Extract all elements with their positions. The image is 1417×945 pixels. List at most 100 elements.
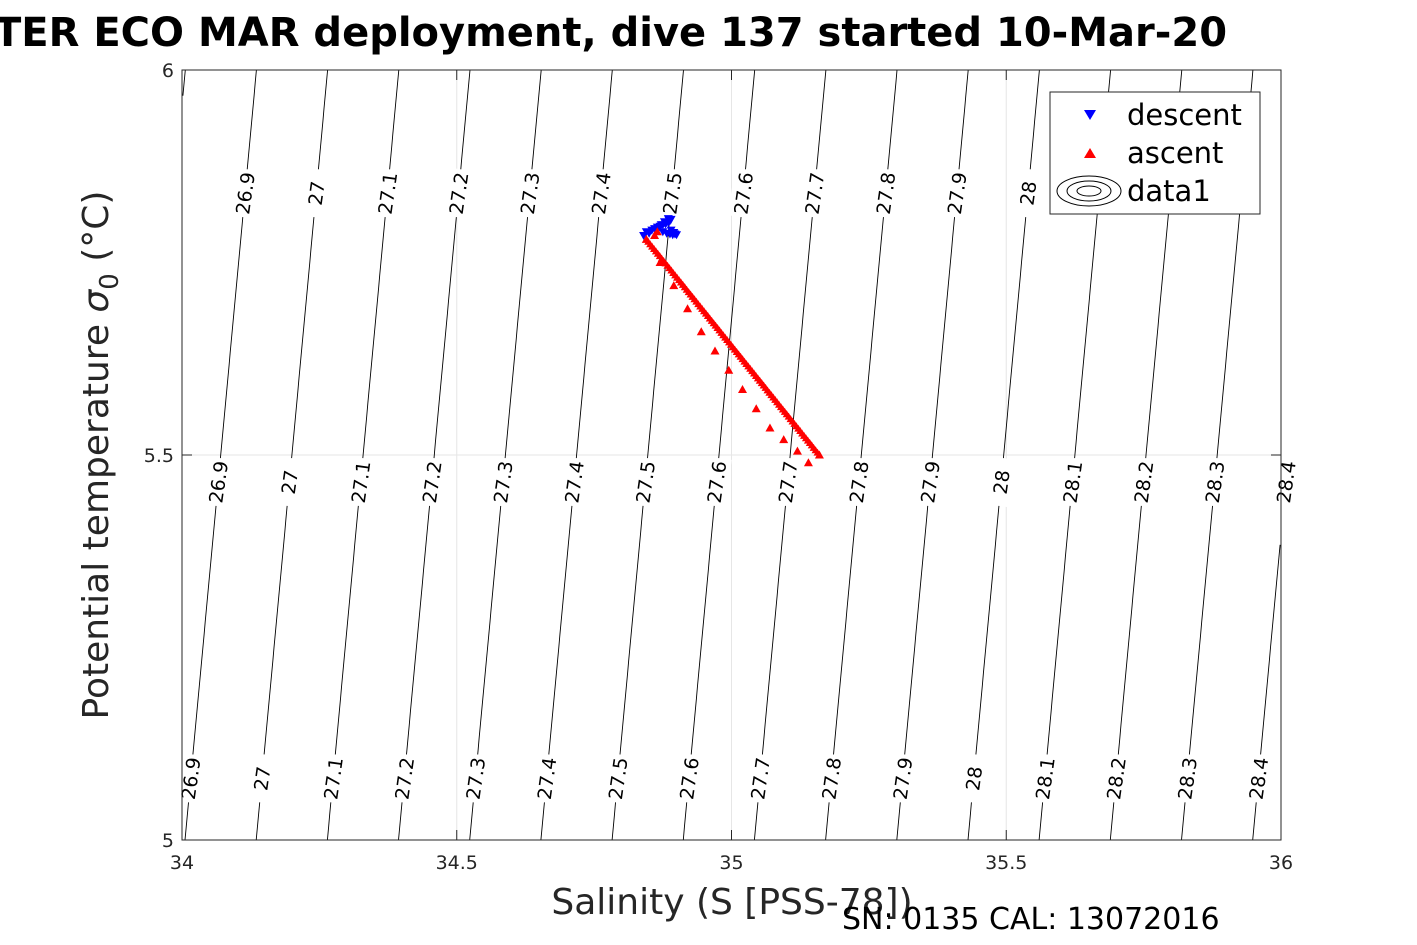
ascent-point [710,346,720,355]
contour-label-bg [246,752,278,804]
x-axis-label: Salinity (S [PSS-78]) [551,882,912,923]
ascent-point [737,385,747,394]
ascent-point [814,450,824,459]
contour-label-bg [985,456,1017,508]
contour-label-middle: 27.5 [630,456,661,508]
axis-ticks: 34 34.5 35 35.5 36 5 5.5 6 [144,60,1293,874]
contour-label-upper: 27.4 [585,167,617,219]
legend: descent ascent data1 [1049,91,1261,215]
contour-label-lower: 28 [958,752,989,804]
contour-label-bg [772,456,803,508]
contour-label-bg [887,752,918,804]
contour-label-bg [487,456,519,508]
contour-label-bg [317,752,349,804]
y-axis-label-subscript: 0 [95,273,125,290]
contour-label-bg [372,167,403,219]
contour-label-bg [229,167,261,219]
contour-label-bg [531,752,562,804]
contour-label-bg [1270,456,1302,508]
contour-label-text: 27 [250,765,275,792]
legend-label-ascent: ascent [1127,136,1223,170]
ascent-point [655,258,665,266]
legend-label-descent: descent [1127,98,1242,132]
contour-label-bg [914,456,946,508]
legend-marker-ascent [1084,148,1096,158]
series-descent [639,215,682,241]
contour-label-bg [389,752,420,804]
contour-label-middle: 28.1 [1057,456,1088,508]
contour-label-bg [1199,456,1230,508]
x-tick-label: 35 [719,852,743,874]
x-tick-label: 34 [170,852,194,874]
contour-label-bg [202,456,234,508]
contour-label-bg [274,456,305,508]
legend-marker-descent [1084,110,1096,120]
contour-label-bg [744,752,776,804]
contour-label-bg [175,752,206,804]
contour-label-bg [870,167,901,219]
contour-label-bg [1100,752,1132,804]
contour-label-lower: 27.2 [389,752,420,804]
legend-label-data1: data1 [1127,174,1211,208]
contour-label-bg [585,167,617,219]
y-axis-label-unit: (°C) [76,191,117,274]
chart-title: TER ECO MAR deployment, dive 137 started… [0,10,1227,56]
contour-label-middle: 27.3 [487,456,519,508]
isopycnal-26.8 [182,69,186,96]
ascent-point [641,234,651,243]
contour-label-bg [1057,456,1088,508]
contour-label-bg [514,167,545,219]
contour-label-middle: 27 [274,456,305,508]
contour-label-upper: 27 [300,167,332,219]
contour-label-text: 27 [305,180,330,207]
ascent-point [779,435,789,444]
descent-point [666,226,676,235]
contour-label-bg [460,752,491,804]
y-axis-label: Potential temperature σ0 (°C) [76,191,125,720]
contour-label-bg [1171,752,1203,804]
legend-marker-data1 [1056,175,1122,207]
contour-label-bg [630,456,661,508]
contour-label-middle: 28 [985,456,1017,508]
contour-label-bg [416,456,448,508]
y-tick-label: 6 [162,60,174,82]
contour-label-bg [843,456,875,508]
y-axis-label-text: Potential temperature [76,313,117,720]
contour-label-lower: 27 [246,752,278,804]
y-tick-label: 5 [162,830,174,852]
ascent-point [696,327,706,336]
contour-label-bg [1029,752,1061,804]
descent-point [664,216,674,225]
contour-label-lower: 27.5 [602,752,634,804]
y-tick-label: 5.5 [144,445,174,467]
ascent-point [724,365,734,374]
contour-label-bg [816,752,847,804]
serial-calibration-text: SN: 0135 CAL: 13072016 [842,902,1220,937]
contour-label-bg [558,456,590,508]
contour-label-bg [345,456,376,508]
contour-label-bg [799,167,830,219]
contour-label-lower: 28.2 [1100,752,1132,804]
x-tick-label: 36 [1269,852,1293,874]
contour-label-upper: 27.1 [372,167,403,219]
ascent-point [683,304,693,313]
contour-label-upper: 28 [1012,167,1044,219]
ascent-point [803,458,813,467]
ascent-point [669,281,679,290]
contour-labels: 26.9 27 27.1 27.2 27.3 27.4 27.5 27.6 27.7 27.8 27… [175,167,1302,804]
contour-label-bg [300,167,332,219]
ascent-point [652,227,662,236]
contour-label-middle: 27.2 [416,456,448,508]
x-tick-label: 34.5 [436,852,478,874]
contour-label-bg [941,167,973,219]
contour-label-middle: 27.9 [914,456,946,508]
contour-label-lower: 27.9 [887,752,918,804]
ascent-point [765,423,775,432]
contour-label-bg [673,752,705,804]
contour-label-text: 27 [278,469,303,496]
contour-label-bg [443,167,474,219]
contour-label-bg [656,167,688,219]
contour-label-text: 28 [990,469,1015,496]
